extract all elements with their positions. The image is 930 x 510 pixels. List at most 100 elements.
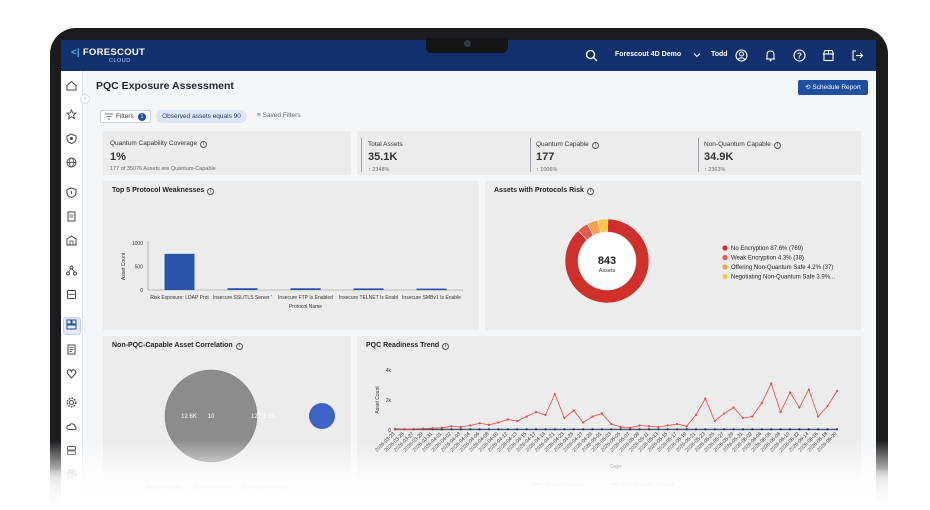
search-icon[interactable] [585, 49, 598, 62]
trend-title: PQC Readiness Trend i [366, 342, 450, 350]
series-point [723, 428, 726, 431]
correlation-title: Non-PQC-Capable Asset Correlation i [112, 342, 243, 350]
chevron-down-icon[interactable] [693, 51, 701, 59]
series-point [563, 416, 566, 420]
info-icon[interactable]: i [586, 188, 594, 195]
line-y-tick-label: 0 [388, 428, 391, 434]
series-point [497, 421, 500, 424]
tenant-selector[interactable]: Forescout 4D Demo [615, 51, 682, 58]
legend-label: No Encryption 87.6% (769) [731, 246, 803, 252]
series-point [487, 428, 491, 431]
donut-slice [564, 218, 650, 304]
bar [227, 288, 258, 290]
line-y-tick-label: 4k [386, 368, 392, 374]
series-point [610, 422, 613, 426]
home-icon[interactable] [66, 80, 77, 91]
bar-y-tick-label: 0 [140, 288, 143, 294]
bar-x-tick-label: Insecure SMBv1 Is Enable [402, 295, 461, 301]
series-point [666, 428, 669, 431]
series-point [600, 428, 603, 431]
bell-icon[interactable] [764, 49, 777, 62]
legend-swatch [722, 254, 728, 261]
series-point [431, 427, 434, 430]
radar-icon[interactable] [66, 133, 77, 144]
info-icon[interactable]: i [200, 141, 208, 148]
logout-icon[interactable] [851, 49, 864, 62]
report-icon[interactable] [66, 211, 77, 222]
bubble-label: 1.1K [263, 414, 275, 420]
total-assets-label: Total Assets [368, 141, 403, 148]
series-point [497, 428, 500, 431]
bubble-label: 12.6K [181, 414, 197, 420]
network-icon[interactable] [66, 265, 77, 276]
user-name[interactable]: Todd [711, 51, 728, 58]
series-point [393, 427, 397, 430]
series-point [572, 409, 575, 412]
series-point [403, 428, 406, 431]
saved-filters-label: Saved Filters [262, 112, 301, 119]
help-icon[interactable]: ? [793, 49, 806, 62]
info-icon[interactable]: i [773, 142, 781, 149]
quantum-capable-label: Quantum Capable i [536, 141, 599, 149]
dashboard-icon[interactable] [66, 319, 77, 330]
quantum-capable-trend: ↑ 1006% [536, 167, 558, 173]
series-line [394, 382, 838, 430]
legend-swatch [722, 273, 728, 280]
filters-button[interactable]: Filters 1 [100, 110, 151, 123]
series-point [807, 388, 810, 391]
weaknesses-title: Top 5 Protocol Weaknesses i [112, 187, 215, 195]
weaknesses-card: Top 5 Protocol Weaknesses i 0 500 1000 Asset… [103, 181, 479, 330]
info-icon[interactable]: i [235, 343, 243, 350]
active-filter-chip[interactable]: Observed assets equals 90 [156, 110, 247, 123]
series-point [685, 425, 688, 428]
store-icon[interactable] [822, 49, 835, 62]
bottom-fade-overlay-strong [0, 470, 930, 510]
info-icon[interactable]: i [442, 343, 450, 350]
building-icon[interactable] [66, 235, 77, 246]
star-icon[interactable] [66, 109, 77, 120]
series-point [581, 428, 585, 431]
bar-x-axis-label: Protocol Name [289, 304, 322, 310]
health-icon[interactable] [66, 368, 77, 379]
schedule-report-button[interactable]: ⟲ Schedule Report [798, 80, 868, 95]
bubble-internet-exposure [309, 403, 335, 429]
protocol-risk-card: Assets with Protocols Risk i 843 Assets No … [485, 181, 861, 330]
series-point [657, 428, 660, 431]
globe-icon[interactable] [66, 157, 77, 168]
non-quantum-label: Non-Quantum Capable i [704, 141, 781, 149]
bar [353, 288, 384, 290]
gear-icon[interactable] [66, 397, 77, 408]
saved-filter-icon: ≡ [257, 112, 263, 119]
info-icon[interactable]: i [591, 142, 599, 149]
saved-filters-button[interactable]: ≡ Saved Filters [257, 112, 301, 119]
coverage-value: 1% [110, 151, 126, 163]
database-icon[interactable] [66, 289, 77, 300]
bar [416, 288, 447, 291]
series-point [798, 428, 801, 431]
bar [290, 288, 321, 290]
legend-swatch [722, 245, 728, 251]
document-icon[interactable] [66, 344, 77, 355]
app-logo[interactable]: <| FORESCOUT [71, 47, 145, 58]
sidebar-collapse-toggle[interactable]: › [80, 94, 90, 104]
series-point [638, 424, 641, 427]
series-point [826, 428, 829, 431]
series-point [544, 413, 547, 417]
series-point [544, 428, 547, 431]
donut-hole [578, 232, 636, 290]
info-icon[interactable]: i [207, 188, 215, 195]
series-point [422, 427, 425, 430]
series-point [610, 428, 613, 431]
cloud-icon[interactable] [66, 421, 77, 432]
series-point [487, 423, 491, 426]
total-assets-value: 35.1K [368, 151, 398, 163]
series-point [732, 406, 735, 409]
series-point [478, 422, 481, 425]
shield-icon[interactable] [66, 187, 77, 198]
bubble-label: 10 [208, 414, 215, 420]
series-point [741, 416, 745, 420]
user-avatar-icon[interactable] [735, 49, 748, 62]
series-point [619, 425, 622, 429]
series-point [506, 418, 509, 421]
camera-icon [464, 40, 471, 47]
